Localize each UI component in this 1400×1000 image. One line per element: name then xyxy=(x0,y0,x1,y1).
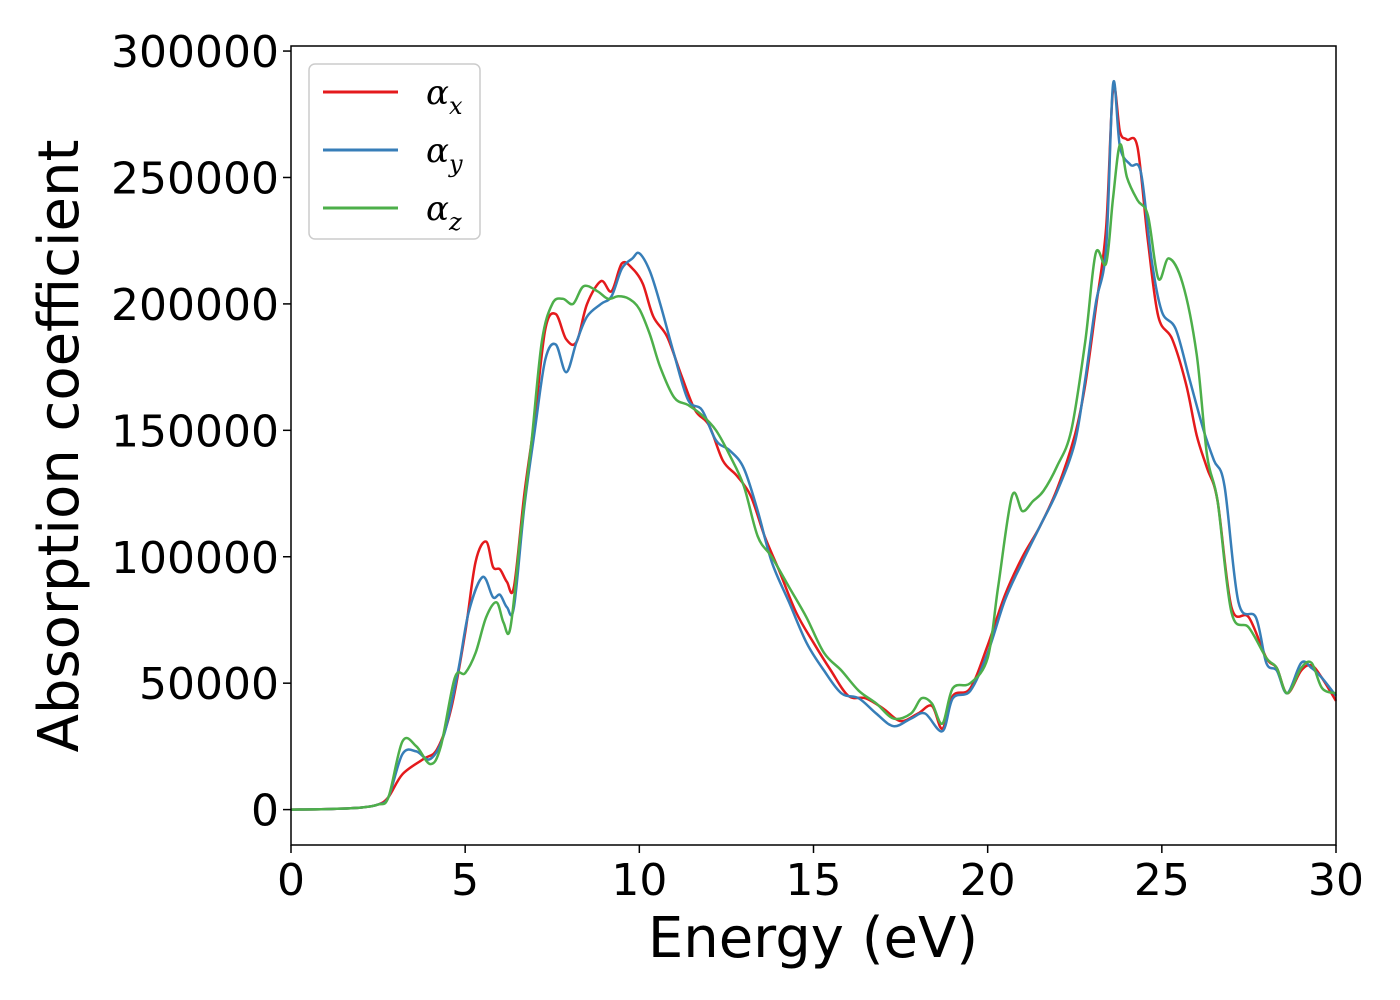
x-tick-label: 15 xyxy=(786,855,842,906)
y-tick-label: 300000 xyxy=(111,27,279,78)
series-line-alpha-y xyxy=(290,79,1337,811)
legend-symbol: α xyxy=(426,73,449,113)
y-tick-label: 0 xyxy=(251,786,279,837)
y-tick-label: 100000 xyxy=(111,533,279,584)
y-tick-label: 150000 xyxy=(111,406,279,457)
y-tick-label: 250000 xyxy=(111,153,279,204)
x-tick-label: 25 xyxy=(1134,855,1190,906)
legend-symbol: α xyxy=(426,131,449,171)
y-axis-title: Absorption coefficient xyxy=(27,140,92,753)
x-tick-label: 20 xyxy=(960,855,1016,906)
x-tick-label: 0 xyxy=(277,855,305,906)
legend-label-alpha-z: αz xyxy=(426,189,462,236)
x-axis-ticks: 0 5 10 15 20 25 30 xyxy=(277,845,1364,906)
x-tick-label: 10 xyxy=(611,855,667,906)
legend-label-alpha-y: αy xyxy=(426,131,463,178)
series-line-alpha-z xyxy=(290,143,1337,811)
y-tick-label: 50000 xyxy=(139,659,279,710)
x-tick-label: 30 xyxy=(1308,855,1364,906)
legend-subscript: x xyxy=(449,92,463,120)
x-axis-title: Energy (eV) xyxy=(648,906,978,971)
legend-subscript: z xyxy=(448,208,462,236)
legend-label-alpha-x: αx xyxy=(426,73,463,120)
y-axis-ticks: 0 50000 100000 150000 200000 250000 300000 xyxy=(111,27,291,837)
y-tick-label: 200000 xyxy=(111,280,279,331)
series-line-alpha-x xyxy=(290,84,1338,811)
series-lines xyxy=(290,79,1338,811)
x-tick-label: 5 xyxy=(451,855,479,906)
legend-symbol: α xyxy=(426,189,449,229)
legend-subscript: y xyxy=(448,150,463,178)
